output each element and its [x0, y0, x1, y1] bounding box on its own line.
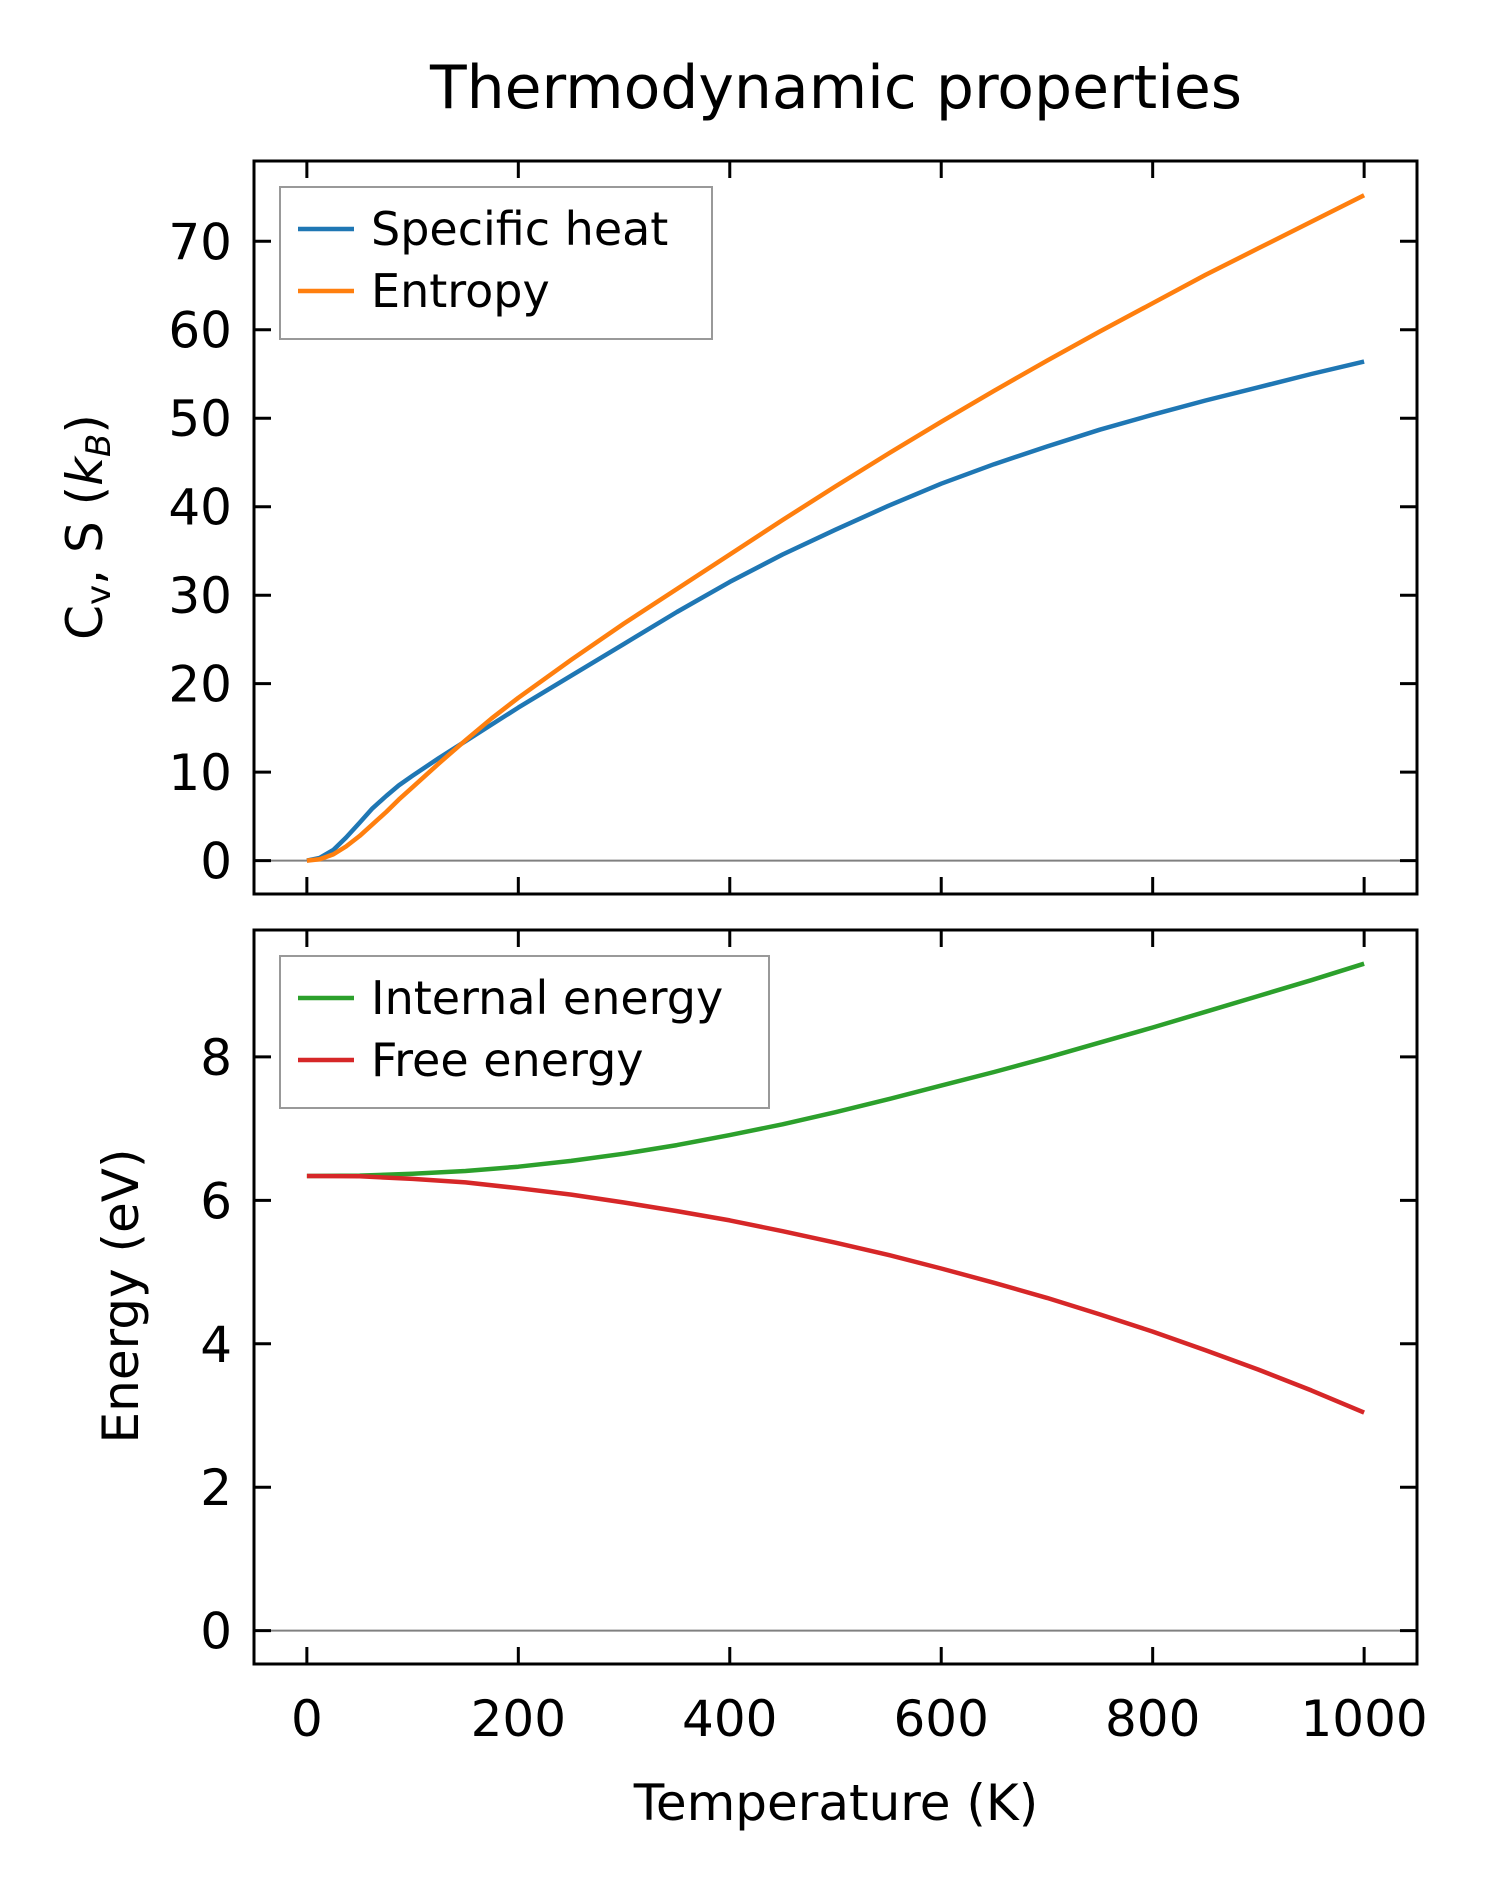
chart-title: Thermodynamic properties: [429, 53, 1242, 123]
y-tick-label: 40: [168, 479, 232, 537]
top-tick-labels: 0 10 20 30 40 50 60 70: [168, 213, 232, 890]
ylabel-S: , S (: [56, 486, 114, 585]
x-tick-label: 800: [1105, 1690, 1200, 1748]
legend-label: Entropy: [371, 264, 550, 318]
x-tick-label: 600: [894, 1690, 989, 1748]
x-tick-label: 200: [471, 1690, 566, 1748]
series-line-entropy: [306, 193, 1366, 863]
bottom-legend: Internal energy Free energy: [279, 955, 770, 1109]
ylabel-close: ): [56, 414, 114, 434]
legend-label: Internal energy: [371, 971, 723, 1025]
series-line-free-energy: [306, 1173, 1365, 1415]
x-axis-label: Temperature (K): [633, 1774, 1038, 1832]
x-tick-label: 400: [682, 1690, 777, 1748]
y-tick-label: 6: [200, 1172, 232, 1230]
legend-box: [279, 955, 770, 1109]
bottom-series-lines: [306, 961, 1365, 1415]
ylabel-sub-B: B: [79, 434, 119, 457]
series-line-specific-heat: [306, 359, 1365, 863]
top-legend: Specific heat Entropy: [279, 186, 713, 340]
x-tick-label: 0: [291, 1690, 323, 1748]
bottom-tick-labels: 0 2 4 6 8 0 200 400 600 800 1000: [200, 1029, 1428, 1748]
y-tick-label: 0: [200, 1603, 232, 1661]
ylabel-k: k: [56, 455, 114, 486]
ylabel-sub-v: v: [79, 585, 119, 605]
series-line-internal-energy: [306, 961, 1365, 1179]
y-tick-label: 10: [168, 744, 232, 802]
x-tick-label: 1000: [1301, 1690, 1428, 1748]
top-axes-frame: [252, 159, 1419, 896]
top-panel: 0 10 20 30 40 50 60 70 Specific heat Entropy Cv,…: [56, 159, 1419, 896]
legend-label: Specific heat: [371, 202, 668, 256]
bottom-panel: 0 2 4 6 8 0 200 400 600 800 1000 Internal energy Fr…: [92, 928, 1428, 1832]
bottom-axes-frame: [252, 928, 1419, 1666]
y-tick-label: 0: [200, 833, 232, 891]
legend-label: Free energy: [371, 1033, 644, 1087]
top-series-lines: [306, 193, 1366, 863]
y-tick-label: 20: [168, 656, 232, 714]
y-tick-label: 30: [168, 567, 232, 625]
y-tick-label: 2: [200, 1459, 232, 1517]
bottom-ticks: [254, 930, 1417, 1664]
legend-box: [279, 186, 713, 340]
y-tick-label: 50: [168, 390, 232, 448]
y-tick-label: 60: [168, 302, 232, 360]
ylabel-C: C: [56, 605, 114, 640]
y-tick-label: 8: [200, 1029, 232, 1087]
top-y-axis-label: Cv, S (kB): [56, 414, 119, 640]
y-tick-label: 4: [200, 1316, 232, 1374]
y-tick-label: 70: [168, 213, 232, 271]
top-ticks: [254, 161, 1417, 894]
bottom-y-axis-label: Energy (eV): [92, 1149, 150, 1444]
